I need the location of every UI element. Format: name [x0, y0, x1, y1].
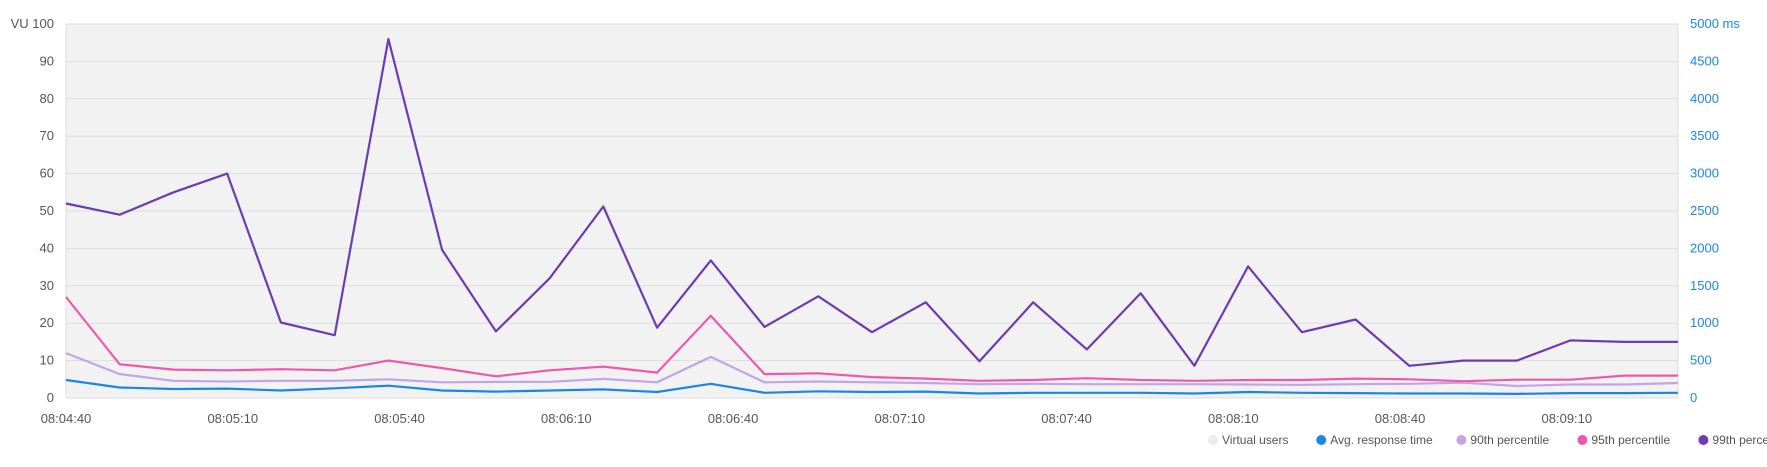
left-tick-label: 10: [40, 353, 54, 368]
series-line: [65, 296, 1678, 383]
right-tick-label: 2000: [1690, 240, 1719, 255]
left-tick-label: VU 100: [11, 16, 54, 31]
legend-marker: [1456, 435, 1467, 445]
left-tick-label: 90: [40, 53, 54, 68]
right-tick-label: 0: [1690, 390, 1697, 405]
left-tick-label: 80: [40, 91, 54, 106]
x-axis: 08:04:40 08:05:10 08:05:40 08:06:10 08:06:40…: [41, 411, 1592, 426]
x-tick-label: 08:05:10: [207, 411, 258, 426]
x-tick-label: 08:07:40: [1041, 411, 1092, 426]
right-tick-label: 5000 ms: [1690, 16, 1740, 31]
right-tick-label: 3500: [1690, 128, 1719, 143]
left-tick-label: 40: [40, 240, 54, 255]
legend-marker: [1698, 435, 1709, 445]
x-tick-label: 08:09:10: [1542, 411, 1593, 426]
series-line: [65, 37, 1678, 367]
left-tick-label: 50: [40, 203, 54, 218]
x-tick-label: 08:06:10: [541, 411, 592, 426]
x-tick-label: 08:07:10: [874, 411, 925, 426]
legend-label: 90th percentile: [1470, 433, 1549, 447]
legend: Virtual users Avg. response time 90th perc…: [1208, 433, 1767, 447]
left-tick-label: 30: [40, 278, 54, 293]
right-axis: 5000 ms 4500 4000 3500 3000 2500 2000 1500 1000 5…: [1690, 16, 1740, 405]
legend-marker: [1208, 435, 1218, 445]
x-tick-label: 08:05:40: [374, 411, 425, 426]
legend-label: 95th percentile: [1591, 433, 1670, 447]
right-tick-label: 1500: [1690, 278, 1719, 293]
left-tick-label: 20: [40, 315, 54, 330]
x-tick-label: 08:08:40: [1375, 411, 1426, 426]
x-tick-label: 08:06:40: [708, 411, 759, 426]
left-tick-label: 60: [40, 166, 54, 181]
series-line: [65, 352, 1679, 388]
legend-marker: [1577, 435, 1588, 445]
right-tick-label: 1000: [1690, 315, 1719, 330]
right-tick-label: 500: [1690, 353, 1712, 368]
legend-label: Virtual users: [1222, 433, 1288, 447]
series-lines: [65, 37, 1679, 395]
legend-marker: [1316, 435, 1327, 445]
gridlines: [65, 23, 1679, 399]
x-tick-label: 08:08:10: [1208, 411, 1259, 426]
left-tick-label: 0: [47, 390, 54, 405]
left-axis: VU 100 90 80 70 60 50 40 30 20 10 0: [11, 16, 54, 405]
right-tick-label: 4000: [1690, 91, 1719, 106]
right-tick-label: 3000: [1690, 166, 1719, 181]
legend-label: 99th percentile: [1712, 433, 1767, 447]
series-line: [65, 378, 1679, 395]
right-tick-label: 4500: [1690, 53, 1719, 68]
right-tick-label: 2500: [1690, 203, 1719, 218]
left-tick-label: 70: [40, 128, 54, 143]
x-tick-label: 08:04:40: [41, 411, 92, 426]
legend-label: Avg. response time: [1330, 433, 1433, 447]
